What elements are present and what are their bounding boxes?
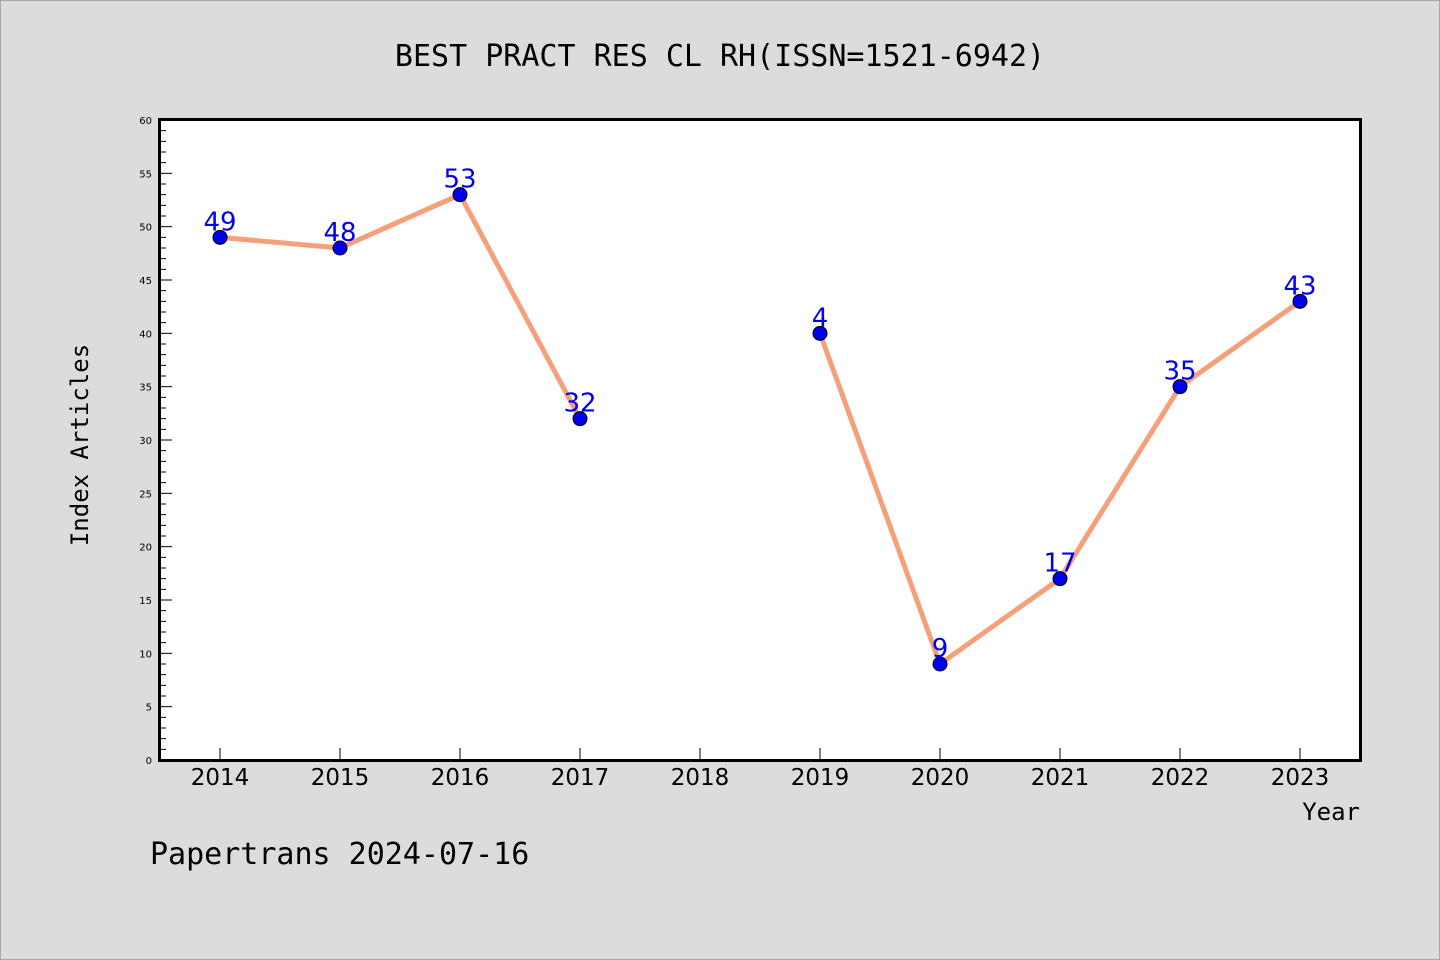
x-tick-label: 2014 [191, 765, 250, 791]
data-label: 17 [1043, 549, 1076, 579]
plot-area [158, 118, 1362, 762]
y-tick-label: 40 [139, 329, 152, 340]
y-tick-label: 55 [139, 169, 152, 180]
data-point [1172, 379, 1188, 395]
y-tick-label: 35 [139, 383, 152, 394]
data-point [452, 187, 468, 203]
chart-title: BEST PRACT RES CL RH(ISSN=1521-6942) [395, 39, 1045, 74]
data-label: 4 [812, 303, 829, 333]
data-label: 35 [1163, 357, 1196, 387]
data-point [332, 240, 348, 256]
x-axis: 2014 2015 2016 2017 2018 2019 2020 2021 2022 2023 [191, 748, 1330, 791]
y-axis: 0 5 10 15 20 25 30 35 40 45 50 55 60 [139, 116, 172, 767]
data-point [1292, 293, 1308, 309]
x-tick-label: 2019 [791, 765, 850, 791]
footer-credit: Papertrans 2024-07-16 [150, 837, 529, 872]
y-tick-label: 10 [139, 649, 152, 660]
x-tick-label: 2023 [1271, 765, 1330, 791]
y-tick-label: 0 [146, 756, 152, 767]
data-label: 9 [932, 634, 949, 664]
x-tick-label: 2016 [431, 765, 490, 791]
x-tick-label: 2022 [1151, 765, 1210, 791]
data-point [572, 411, 588, 427]
y-tick-label: 25 [139, 489, 152, 500]
data-label: 48 [323, 218, 356, 248]
data-point [812, 325, 828, 341]
y-tick-label: 15 [139, 596, 152, 607]
x-tick-label: 2021 [1031, 765, 1090, 791]
y-tick-label: 30 [139, 436, 152, 447]
y-tick-label: 50 [139, 223, 152, 234]
x-tick-label: 2015 [311, 765, 370, 791]
y-tick-label: 60 [139, 116, 152, 127]
y-axis-label: Index Articles [66, 344, 94, 546]
data-point [932, 656, 948, 672]
y-tick-label: 45 [139, 276, 152, 287]
y-tick-label: 5 [146, 703, 152, 714]
data-label: 43 [1283, 271, 1316, 301]
data-label: 49 [203, 207, 236, 237]
y-tick-label: 20 [139, 543, 152, 554]
x-tick-label: 2020 [911, 765, 970, 791]
series-points [212, 187, 1308, 672]
series-line-segment [217, 192, 583, 422]
x-tick-label: 2018 [671, 765, 730, 791]
data-point [212, 229, 228, 245]
data-label: 32 [563, 389, 596, 419]
data-point [1052, 571, 1068, 587]
x-axis-label: Year [1302, 798, 1360, 826]
x-tick-label: 2017 [551, 765, 610, 791]
data-label: 53 [443, 165, 476, 195]
